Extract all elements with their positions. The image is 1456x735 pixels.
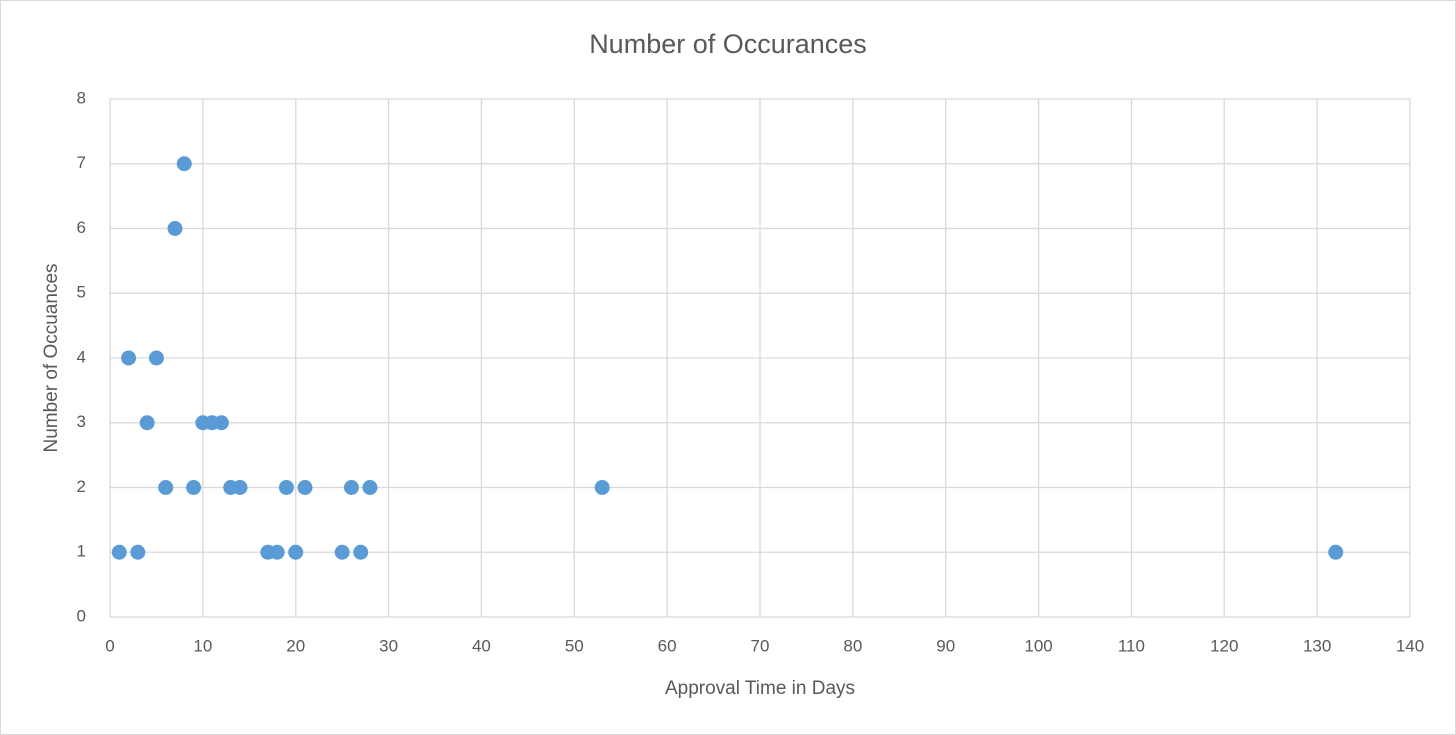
point: [167, 221, 183, 236]
point: [343, 480, 359, 495]
y-tick-label: 4: [77, 347, 86, 366]
point: [297, 480, 313, 495]
x-tick-label: 90: [936, 636, 955, 655]
x-tick-label: 130: [1303, 636, 1331, 655]
point: [213, 415, 229, 431]
x-tick-label: 30: [379, 636, 398, 655]
y-tick-label: 8: [77, 88, 86, 107]
point: [278, 480, 294, 495]
x-tick-label: 50: [565, 636, 584, 655]
x-tick-label: 110: [1118, 636, 1145, 655]
point: [176, 156, 192, 172]
point: [232, 480, 248, 495]
point: [130, 544, 146, 560]
point: [111, 544, 127, 560]
x-tick-label: 80: [843, 636, 862, 655]
x-tick-label: 120: [1210, 636, 1238, 655]
y-tick-label: 5: [77, 283, 86, 302]
y-tick-label: 0: [77, 606, 86, 625]
x-tick-label: 0: [105, 636, 114, 655]
x-axis-label: Approval Time in Days: [665, 678, 855, 699]
point: [121, 350, 137, 366]
point: [353, 544, 369, 560]
point: [158, 480, 174, 495]
point: [362, 480, 378, 495]
chart-title: Number of Occurances: [589, 29, 867, 59]
x-tick-label: 60: [658, 636, 677, 655]
x-tick-label: 10: [193, 636, 212, 655]
x-tick-label: 70: [751, 636, 770, 655]
y-tick-label: 3: [77, 412, 86, 431]
x-tick-label: 40: [472, 636, 491, 655]
x-tick-label: 140: [1396, 636, 1424, 655]
x-tick-label: 20: [286, 636, 305, 655]
point: [594, 480, 610, 495]
y-tick-label: 2: [77, 477, 86, 496]
point: [288, 544, 304, 560]
x-tick-label: 100: [1024, 636, 1052, 655]
point: [148, 350, 164, 366]
point: [139, 415, 155, 431]
point: [334, 544, 350, 560]
y-axis-label: Number of Occuances: [41, 263, 62, 452]
point: [186, 480, 202, 495]
point: [269, 544, 285, 560]
y-tick-label: 6: [77, 218, 86, 237]
y-tick-label: 1: [77, 542, 86, 561]
point: [1328, 544, 1344, 560]
y-tick-label: 7: [77, 153, 86, 172]
